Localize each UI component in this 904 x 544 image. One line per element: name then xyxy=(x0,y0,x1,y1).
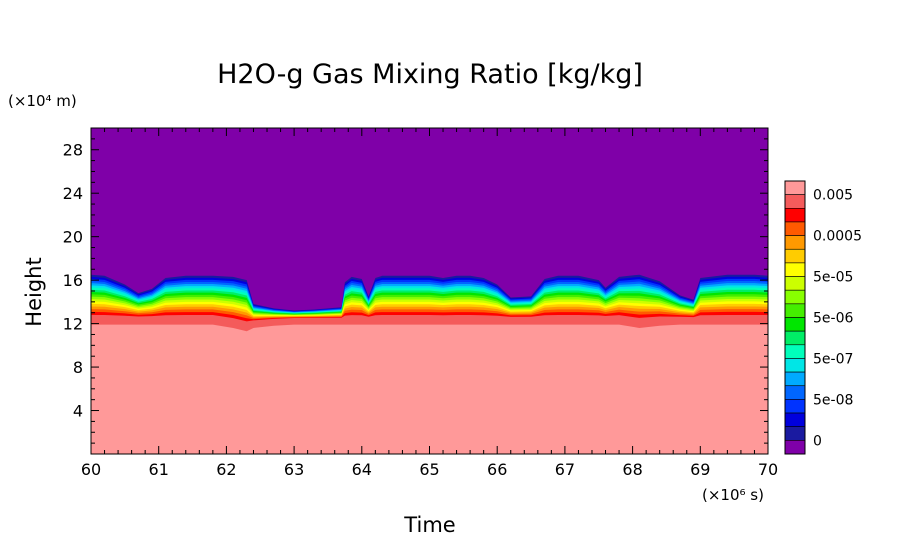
y-axis-ticks: 4 8 12 16 20 24 28 xyxy=(63,138,768,444)
x-tick-label: 60 xyxy=(81,460,101,479)
colorbar-swatch-9 xyxy=(784,303,806,318)
colorbar-label: 0.005 xyxy=(813,188,853,204)
x-tick-label: 67 xyxy=(555,460,575,479)
y-tick-label: 20 xyxy=(63,228,83,247)
y-tick-label: 4 xyxy=(73,402,83,421)
y-tick-label: 24 xyxy=(63,184,83,203)
colorbar-swatch-6 xyxy=(784,262,806,277)
chart-title: H2O-g Gas Mixing Ratio [kg/kg] xyxy=(217,59,643,90)
colorbar-swatch-16 xyxy=(784,399,806,414)
y-tick-label: 28 xyxy=(63,141,83,160)
colorbar-label: 0.0005 xyxy=(813,229,862,245)
x-tick-label: 61 xyxy=(149,460,169,479)
x-tick-label: 69 xyxy=(690,460,710,479)
x-tick-label: 66 xyxy=(487,460,507,479)
colorbar-frame xyxy=(784,180,806,455)
colorbar-label: 5e-07 xyxy=(813,351,853,367)
x-axis-label: Time xyxy=(403,513,455,537)
colorbar-swatch-7 xyxy=(784,276,806,291)
colorbar-swatch-8 xyxy=(784,289,806,305)
colorbar-swatch-5 xyxy=(784,248,806,264)
colorbar-label: 5e-06 xyxy=(813,311,853,327)
colorbar: 0.005 0.0005 5e-05 5e-06 5e-07 5e-08 0 xyxy=(784,180,862,455)
x-tick-label: 62 xyxy=(216,460,236,479)
x-tick-label: 70 xyxy=(758,460,778,479)
plot-field xyxy=(91,128,768,454)
y-tick-label: 16 xyxy=(63,271,83,290)
colorbar-label: 0 xyxy=(813,433,822,449)
colorbar-swatch-2 xyxy=(784,208,806,223)
colorbar-swatch-10 xyxy=(784,317,806,332)
region-saturated-lower xyxy=(91,324,768,454)
colorbar-swatch-3 xyxy=(784,221,806,236)
x-axis-ticks: 60 61 62 63 64 65 66 67 68 69 70 xyxy=(81,128,778,479)
colorbar-swatch-0 xyxy=(784,180,806,195)
y-tick-label: 8 xyxy=(73,358,83,377)
colorbar-swatch-12 xyxy=(784,344,806,359)
colorbar-swatch-11 xyxy=(784,330,806,346)
colorbar-swatch-18 xyxy=(784,426,806,441)
colorbar-swatch-15 xyxy=(784,385,806,400)
colorbar-swatch-4 xyxy=(784,235,806,250)
x-tick-label: 65 xyxy=(419,460,439,479)
colorbar-label: 5e-05 xyxy=(813,270,853,286)
colorbar-label: 5e-08 xyxy=(813,392,853,408)
x-tick-label: 64 xyxy=(352,460,372,479)
y-tick-label: 12 xyxy=(63,315,83,334)
y-axis-unit: (×10⁴ m) xyxy=(8,92,77,110)
x-axis-unit: (×10⁶ s) xyxy=(702,486,764,504)
colorbar-swatch-14 xyxy=(784,371,806,387)
y-axis-label: Height xyxy=(22,257,46,326)
x-tick-label: 63 xyxy=(284,460,304,479)
colorbar-swatch-17 xyxy=(784,412,806,427)
colorbar-swatch-13 xyxy=(784,358,806,373)
colorbar-swatch-1 xyxy=(784,194,806,209)
x-tick-label: 68 xyxy=(622,460,642,479)
colorbar-swatch-19 xyxy=(784,440,806,455)
